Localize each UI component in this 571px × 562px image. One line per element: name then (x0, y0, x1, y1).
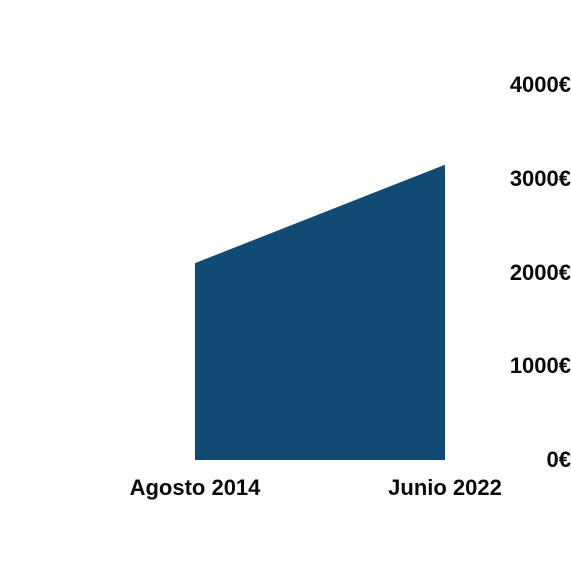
area-fill (195, 165, 445, 460)
area-chart: 0€1000€2000€3000€4000€ Agosto 2014Junio … (0, 0, 571, 562)
x-tick-label: Junio 2022 (388, 475, 502, 501)
x-tick-label: Agosto 2014 (130, 475, 261, 501)
